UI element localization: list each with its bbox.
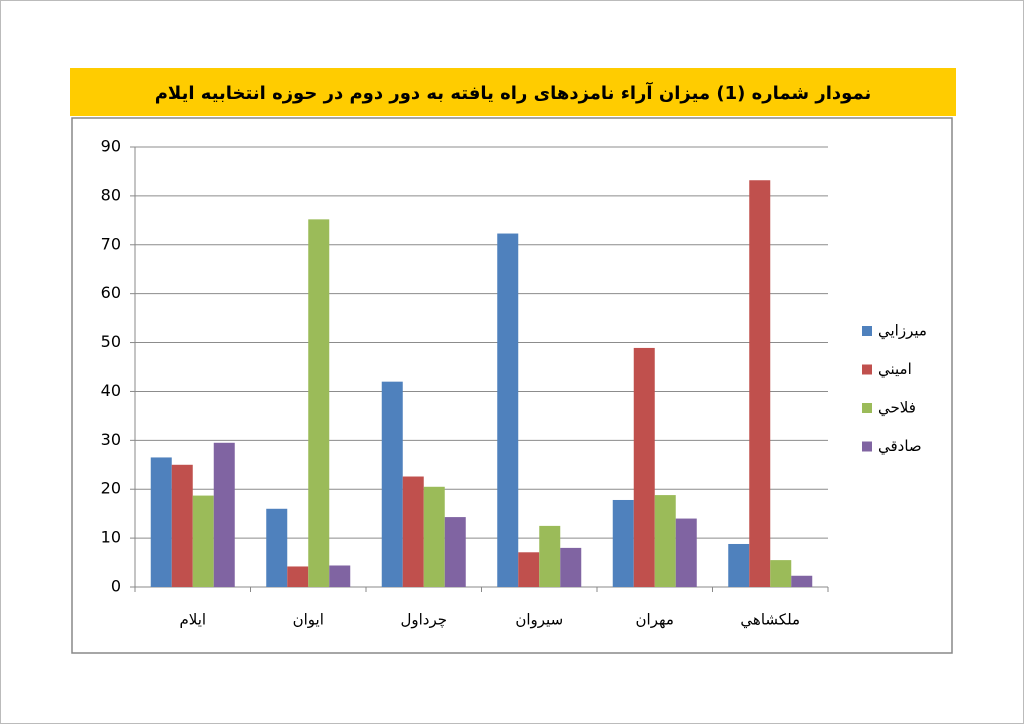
bar [444,517,466,587]
bar [266,508,288,587]
bar [633,347,655,587]
bar [497,233,519,588]
bar [518,552,540,587]
legend-swatch [862,403,872,413]
bar [381,381,403,587]
bar [539,525,561,587]
x-tick-label: مهران [636,611,674,629]
bar [402,476,424,587]
bar [728,543,750,587]
chart-frame [71,117,953,654]
y-tick-label: 90 [101,137,121,156]
bar [612,499,634,587]
y-tick-label: 10 [101,528,121,547]
bar [770,560,792,587]
x-tick-label: سيروان [515,611,563,629]
y-tick-label: 0 [111,577,121,596]
bar [308,219,330,587]
y-tick-label: 40 [101,381,121,400]
y-tick-label: 70 [101,234,121,253]
legend-swatch [862,364,872,375]
bar [791,575,813,587]
legend-swatch [862,326,872,336]
chart-title: نمودار شماره (1) میزان آراء نامزدهای راه… [155,81,872,104]
y-tick-label: 50 [101,332,121,351]
bar [213,442,235,587]
x-tick-label: ايلام [179,611,206,629]
bar [287,566,309,587]
bar [171,464,193,587]
bar [675,518,697,587]
legend-label: اميني [878,360,912,379]
bar [150,457,172,587]
legend-swatch [862,441,872,452]
bar [654,495,676,587]
title-banner [70,68,956,116]
bar [329,565,351,587]
bar [192,495,214,587]
x-tick-label: ايوان [293,611,324,629]
legend-label: فلاحي [878,399,916,418]
y-tick-label: 30 [101,430,121,449]
legend-label: صادقي [878,437,922,456]
y-tick-label: 60 [101,283,121,302]
x-tick-label: چرداول [400,611,447,629]
bar [423,486,445,587]
legend-label: ميرزايي [878,322,927,341]
bar [560,547,582,587]
bar [749,180,771,587]
y-tick-label: 80 [101,185,121,204]
x-tick-label: ملكشاهي [740,611,800,630]
y-tick-label: 20 [101,479,121,498]
